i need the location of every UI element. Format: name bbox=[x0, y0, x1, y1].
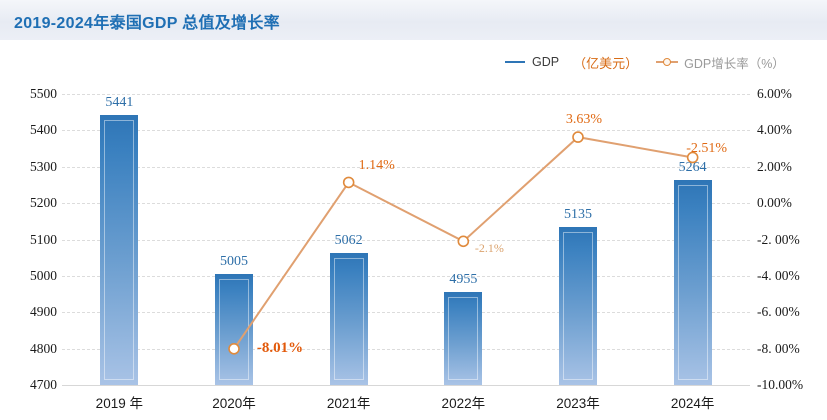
bar-value-label: 5005 bbox=[220, 254, 248, 270]
growth-marker[interactable] bbox=[572, 131, 584, 143]
left-axis-tick-label: 5200 bbox=[30, 195, 57, 211]
gridline bbox=[62, 312, 750, 314]
x-axis-tick-label: 2023年 bbox=[556, 396, 600, 411]
growth-value-label: -2.1% bbox=[474, 241, 504, 256]
growth-marker[interactable] bbox=[342, 176, 355, 189]
legend-label-unit: （亿美元） bbox=[573, 55, 639, 71]
right-axis-tick-label: 0.00% bbox=[757, 195, 792, 211]
legend-label-growth: GDP增长率（%） bbox=[684, 56, 785, 71]
gridline bbox=[62, 348, 750, 350]
bar[interactable] bbox=[329, 253, 368, 385]
bar[interactable] bbox=[444, 292, 483, 385]
left-axis-tick-label: 4700 bbox=[30, 377, 57, 392]
bar-value-label: 5135 bbox=[564, 206, 592, 222]
bar[interactable] bbox=[100, 115, 139, 385]
growth-value-label: -2.51% bbox=[686, 141, 728, 157]
x-axis-tick-label: 2020年 bbox=[212, 396, 256, 411]
right-axis-tick-label: 4.00% bbox=[757, 122, 792, 138]
left-axis-tick-label: 5000 bbox=[30, 267, 57, 283]
legend-item-gdp[interactable]: GDP bbox=[505, 55, 573, 69]
x-axis-tick-label: 2022年 bbox=[441, 396, 486, 411]
bar-value-label: 5264 bbox=[678, 159, 707, 175]
bar-value-label: 4955 bbox=[449, 272, 478, 288]
bar-highlight bbox=[677, 184, 708, 380]
legend-item-growth[interactable]: GDP增长率（%） bbox=[656, 53, 785, 72]
left-axis-tick-label: 5100 bbox=[30, 231, 57, 247]
gridline bbox=[62, 130, 750, 132]
title-bar: 2019-2024年泰国GDP 总值及增长率 bbox=[0, 0, 827, 40]
right-axis-tick-label: -6. 00% bbox=[757, 304, 800, 320]
growth-marker[interactable] bbox=[457, 235, 470, 248]
bar[interactable] bbox=[559, 226, 597, 385]
right-axis-tick-label: 2.00% bbox=[757, 158, 792, 174]
gridline bbox=[62, 385, 750, 386]
left-axis-tick-label: 5400 bbox=[30, 122, 57, 138]
right-axis-tick-label: -2. 00% bbox=[757, 231, 800, 247]
x-axis-tick-label: 2021年 bbox=[326, 396, 371, 411]
left-axis-tick-label: 5300 bbox=[30, 158, 57, 174]
bar-value-label: 5062 bbox=[334, 233, 363, 249]
chart-legend: GDP （亿美元） GDP增长率（%） bbox=[505, 52, 785, 72]
page-title: 2019-2024年泰国GDP 总值及增长率 bbox=[14, 15, 280, 32]
bar-highlight bbox=[563, 231, 593, 380]
growth-value-label: 3.63% bbox=[565, 112, 603, 128]
legend-line-blue-icon bbox=[505, 61, 525, 63]
gridline bbox=[62, 203, 750, 205]
legend-line-orange-icon bbox=[656, 58, 679, 66]
left-axis-tick-label: 4900 bbox=[30, 304, 57, 320]
bar[interactable] bbox=[673, 179, 712, 385]
growth-value-label: 1.14% bbox=[358, 158, 395, 174]
gridline bbox=[62, 275, 750, 277]
left-axis-tick-label: 5500 bbox=[30, 86, 57, 101]
left-axis-tick-label: 4800 bbox=[30, 340, 57, 356]
gridline bbox=[62, 166, 750, 168]
gridline bbox=[62, 94, 750, 95]
bar-highlight bbox=[104, 120, 135, 380]
bar[interactable] bbox=[215, 274, 253, 385]
bar-highlight bbox=[219, 279, 249, 380]
bar-value-label: 5441 bbox=[105, 95, 134, 111]
x-axis-tick-label: 2024年 bbox=[670, 396, 715, 411]
gridline bbox=[62, 239, 750, 241]
right-axis-tick-label: -10.00% bbox=[757, 377, 804, 392]
right-axis-tick-label: 6.00% bbox=[757, 86, 792, 101]
growth-value-label: -8.01% bbox=[256, 339, 304, 356]
right-axis-tick-label: -4. 00% bbox=[757, 267, 800, 283]
right-axis-tick-label: -8. 00% bbox=[757, 340, 800, 356]
bar-highlight bbox=[448, 297, 479, 380]
bar-highlight bbox=[333, 258, 364, 380]
x-axis-tick-label: 2019 年 bbox=[95, 396, 143, 411]
legend-label-gdp: GDP bbox=[532, 55, 560, 69]
